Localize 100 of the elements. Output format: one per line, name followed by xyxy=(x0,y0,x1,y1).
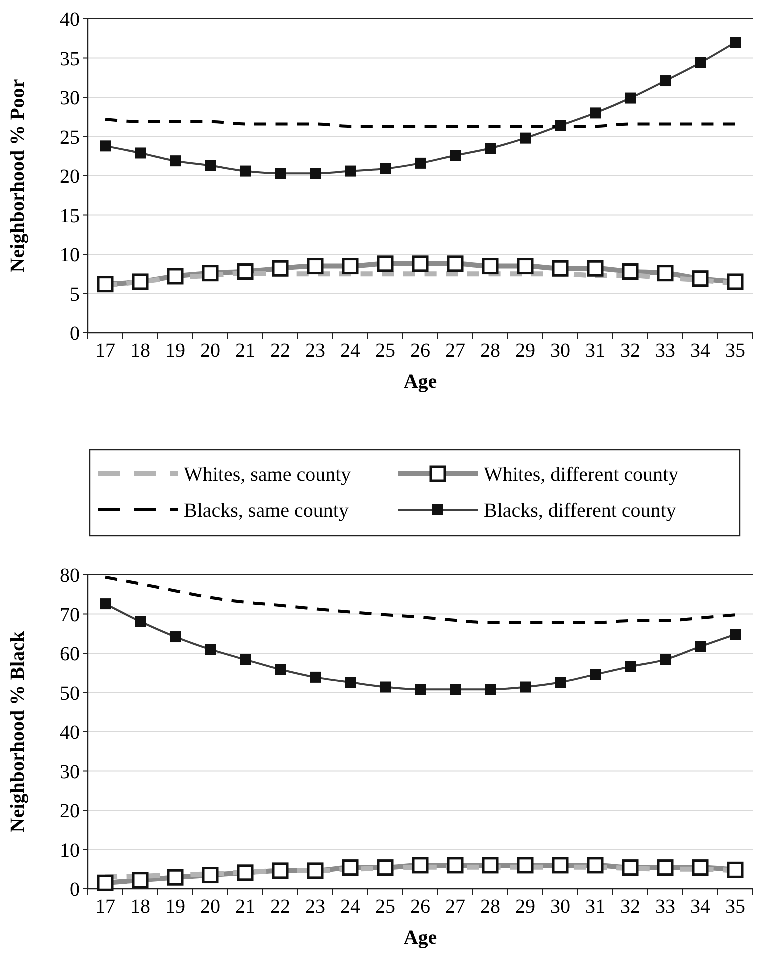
point xyxy=(205,160,216,172)
point xyxy=(100,598,111,610)
x-tick-label: 28 xyxy=(480,340,500,362)
y-axis-title: Neighborhood % Poor xyxy=(7,79,29,273)
point xyxy=(450,150,461,162)
point xyxy=(205,644,216,656)
point xyxy=(275,168,286,180)
x-tick-label: 21 xyxy=(236,896,256,918)
x-tick-label: 22 xyxy=(270,896,290,918)
point xyxy=(240,654,251,666)
point xyxy=(520,132,531,144)
x-axis-title: Age xyxy=(404,927,438,949)
point xyxy=(275,664,286,676)
x-tick-label: 27 xyxy=(446,896,466,918)
y-tick-label: 50 xyxy=(60,682,80,705)
point xyxy=(625,661,636,672)
point xyxy=(485,684,496,696)
point xyxy=(135,148,146,159)
x-tick-label: 23 xyxy=(306,340,326,362)
x-tick-label: 20 xyxy=(200,896,220,918)
x-tick-label: 34 xyxy=(690,340,710,362)
x-tick-label: 32 xyxy=(620,340,640,362)
point xyxy=(695,641,706,652)
point xyxy=(345,166,356,177)
x-tick-label: 35 xyxy=(726,896,746,918)
x-tick-label: 24 xyxy=(340,340,360,362)
x-tick-label: 18 xyxy=(130,896,150,918)
point xyxy=(520,682,531,693)
point xyxy=(730,629,741,640)
y-tick-label: 40 xyxy=(60,9,80,31)
point xyxy=(170,632,181,643)
point xyxy=(415,684,426,696)
point xyxy=(100,140,111,152)
x-tick-label: 31 xyxy=(586,896,606,918)
y-tick-label: 35 xyxy=(60,48,80,70)
y-tick-label: 20 xyxy=(60,800,80,822)
point xyxy=(555,120,566,132)
y-tick-label: 80 xyxy=(60,565,80,587)
x-tick-label: 28 xyxy=(480,896,500,918)
x-tick-label: 21 xyxy=(236,340,256,362)
x-tick-label: 27 xyxy=(446,340,466,362)
x-tick-label: 33 xyxy=(656,896,676,918)
x-tick-label: 25 xyxy=(376,896,396,918)
x-tick-label: 18 xyxy=(130,340,150,362)
point xyxy=(240,166,251,177)
x-tick-label: 26 xyxy=(410,340,430,362)
x-tick-label: 17 xyxy=(96,896,116,918)
y-tick-label: 0 xyxy=(70,879,80,901)
x-tick-label: 26 xyxy=(410,896,430,918)
point xyxy=(660,654,671,666)
point xyxy=(590,669,601,680)
y-tick-label: 10 xyxy=(60,244,80,266)
line-series xyxy=(104,576,737,624)
point xyxy=(625,92,636,104)
legend-label: Whites, same county xyxy=(184,464,352,486)
y-tick-label: 20 xyxy=(60,166,80,188)
y-axis-title: Neighborhood % Black xyxy=(7,630,29,833)
y-tick-label: 15 xyxy=(60,205,80,228)
point xyxy=(695,57,706,68)
x-tick-label: 20 xyxy=(200,340,220,362)
legend-label: Blacks, different county xyxy=(484,500,676,522)
legend-label: Whites, different county xyxy=(484,464,679,486)
x-tick-label: 22 xyxy=(270,340,290,362)
x-tick-label: 23 xyxy=(306,896,326,918)
x-tick-label: 32 xyxy=(620,896,640,918)
x-tick-label: 33 xyxy=(656,340,676,362)
point xyxy=(415,158,426,169)
legend-label: Blacks, same county xyxy=(184,500,349,522)
x-tick-label: 19 xyxy=(166,896,186,918)
y-tick-label: 30 xyxy=(60,761,80,784)
x-tick-label: 30 xyxy=(550,896,570,918)
y-tick-label: 60 xyxy=(60,644,80,666)
point xyxy=(450,684,461,696)
x-tick-label: 29 xyxy=(516,896,536,918)
x-tick-label: 30 xyxy=(550,340,570,362)
point xyxy=(555,677,566,688)
x-tick-label: 29 xyxy=(516,340,536,362)
x-tick-label: 24 xyxy=(340,896,360,918)
y-tick-label: 40 xyxy=(60,722,80,744)
x-tick-label: 34 xyxy=(690,896,710,918)
point xyxy=(170,156,181,167)
y-tick-label: 5 xyxy=(70,284,80,306)
x-tick-label: 19 xyxy=(166,340,186,362)
point xyxy=(380,163,391,174)
x-axis-title: Age xyxy=(404,371,438,393)
point xyxy=(310,672,321,683)
y-tick-label: 0 xyxy=(70,323,80,345)
point xyxy=(310,168,321,180)
y-tick-label: 30 xyxy=(60,88,80,110)
point xyxy=(590,108,601,119)
point xyxy=(660,76,671,87)
point xyxy=(730,37,741,48)
point xyxy=(485,143,496,154)
y-tick-label: 25 xyxy=(60,126,80,149)
x-tick-label: 31 xyxy=(586,340,606,362)
point xyxy=(135,616,146,628)
point xyxy=(380,682,391,693)
y-tick-label: 10 xyxy=(60,840,80,862)
x-tick-label: 25 xyxy=(376,340,396,362)
point xyxy=(345,677,356,688)
